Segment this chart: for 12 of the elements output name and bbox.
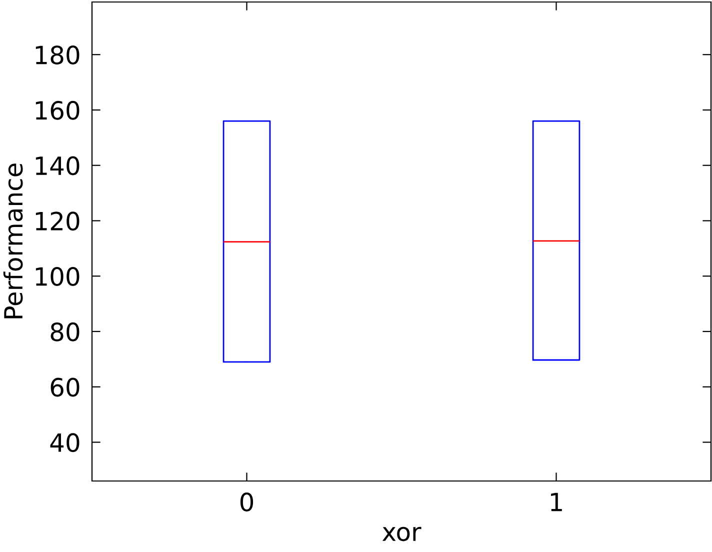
y-tick-label: 160: [36, 100, 80, 120]
y-axis-title: Performance: [3, 164, 23, 318]
y-tick-label: 120: [36, 212, 80, 231]
x-axis-title: xor: [382, 526, 422, 542]
x-tick-label: 0: [240, 492, 254, 512]
y-tick-label: 180: [36, 46, 80, 64]
y-tick-label: 40: [50, 433, 80, 452]
y-tick-label: 100: [36, 267, 80, 286]
y-tick-label: 140: [36, 156, 80, 176]
x-tick-label: 1: [551, 492, 562, 512]
y-tick-label: 80: [50, 322, 80, 342]
y-tick-label: 60: [50, 378, 80, 397]
